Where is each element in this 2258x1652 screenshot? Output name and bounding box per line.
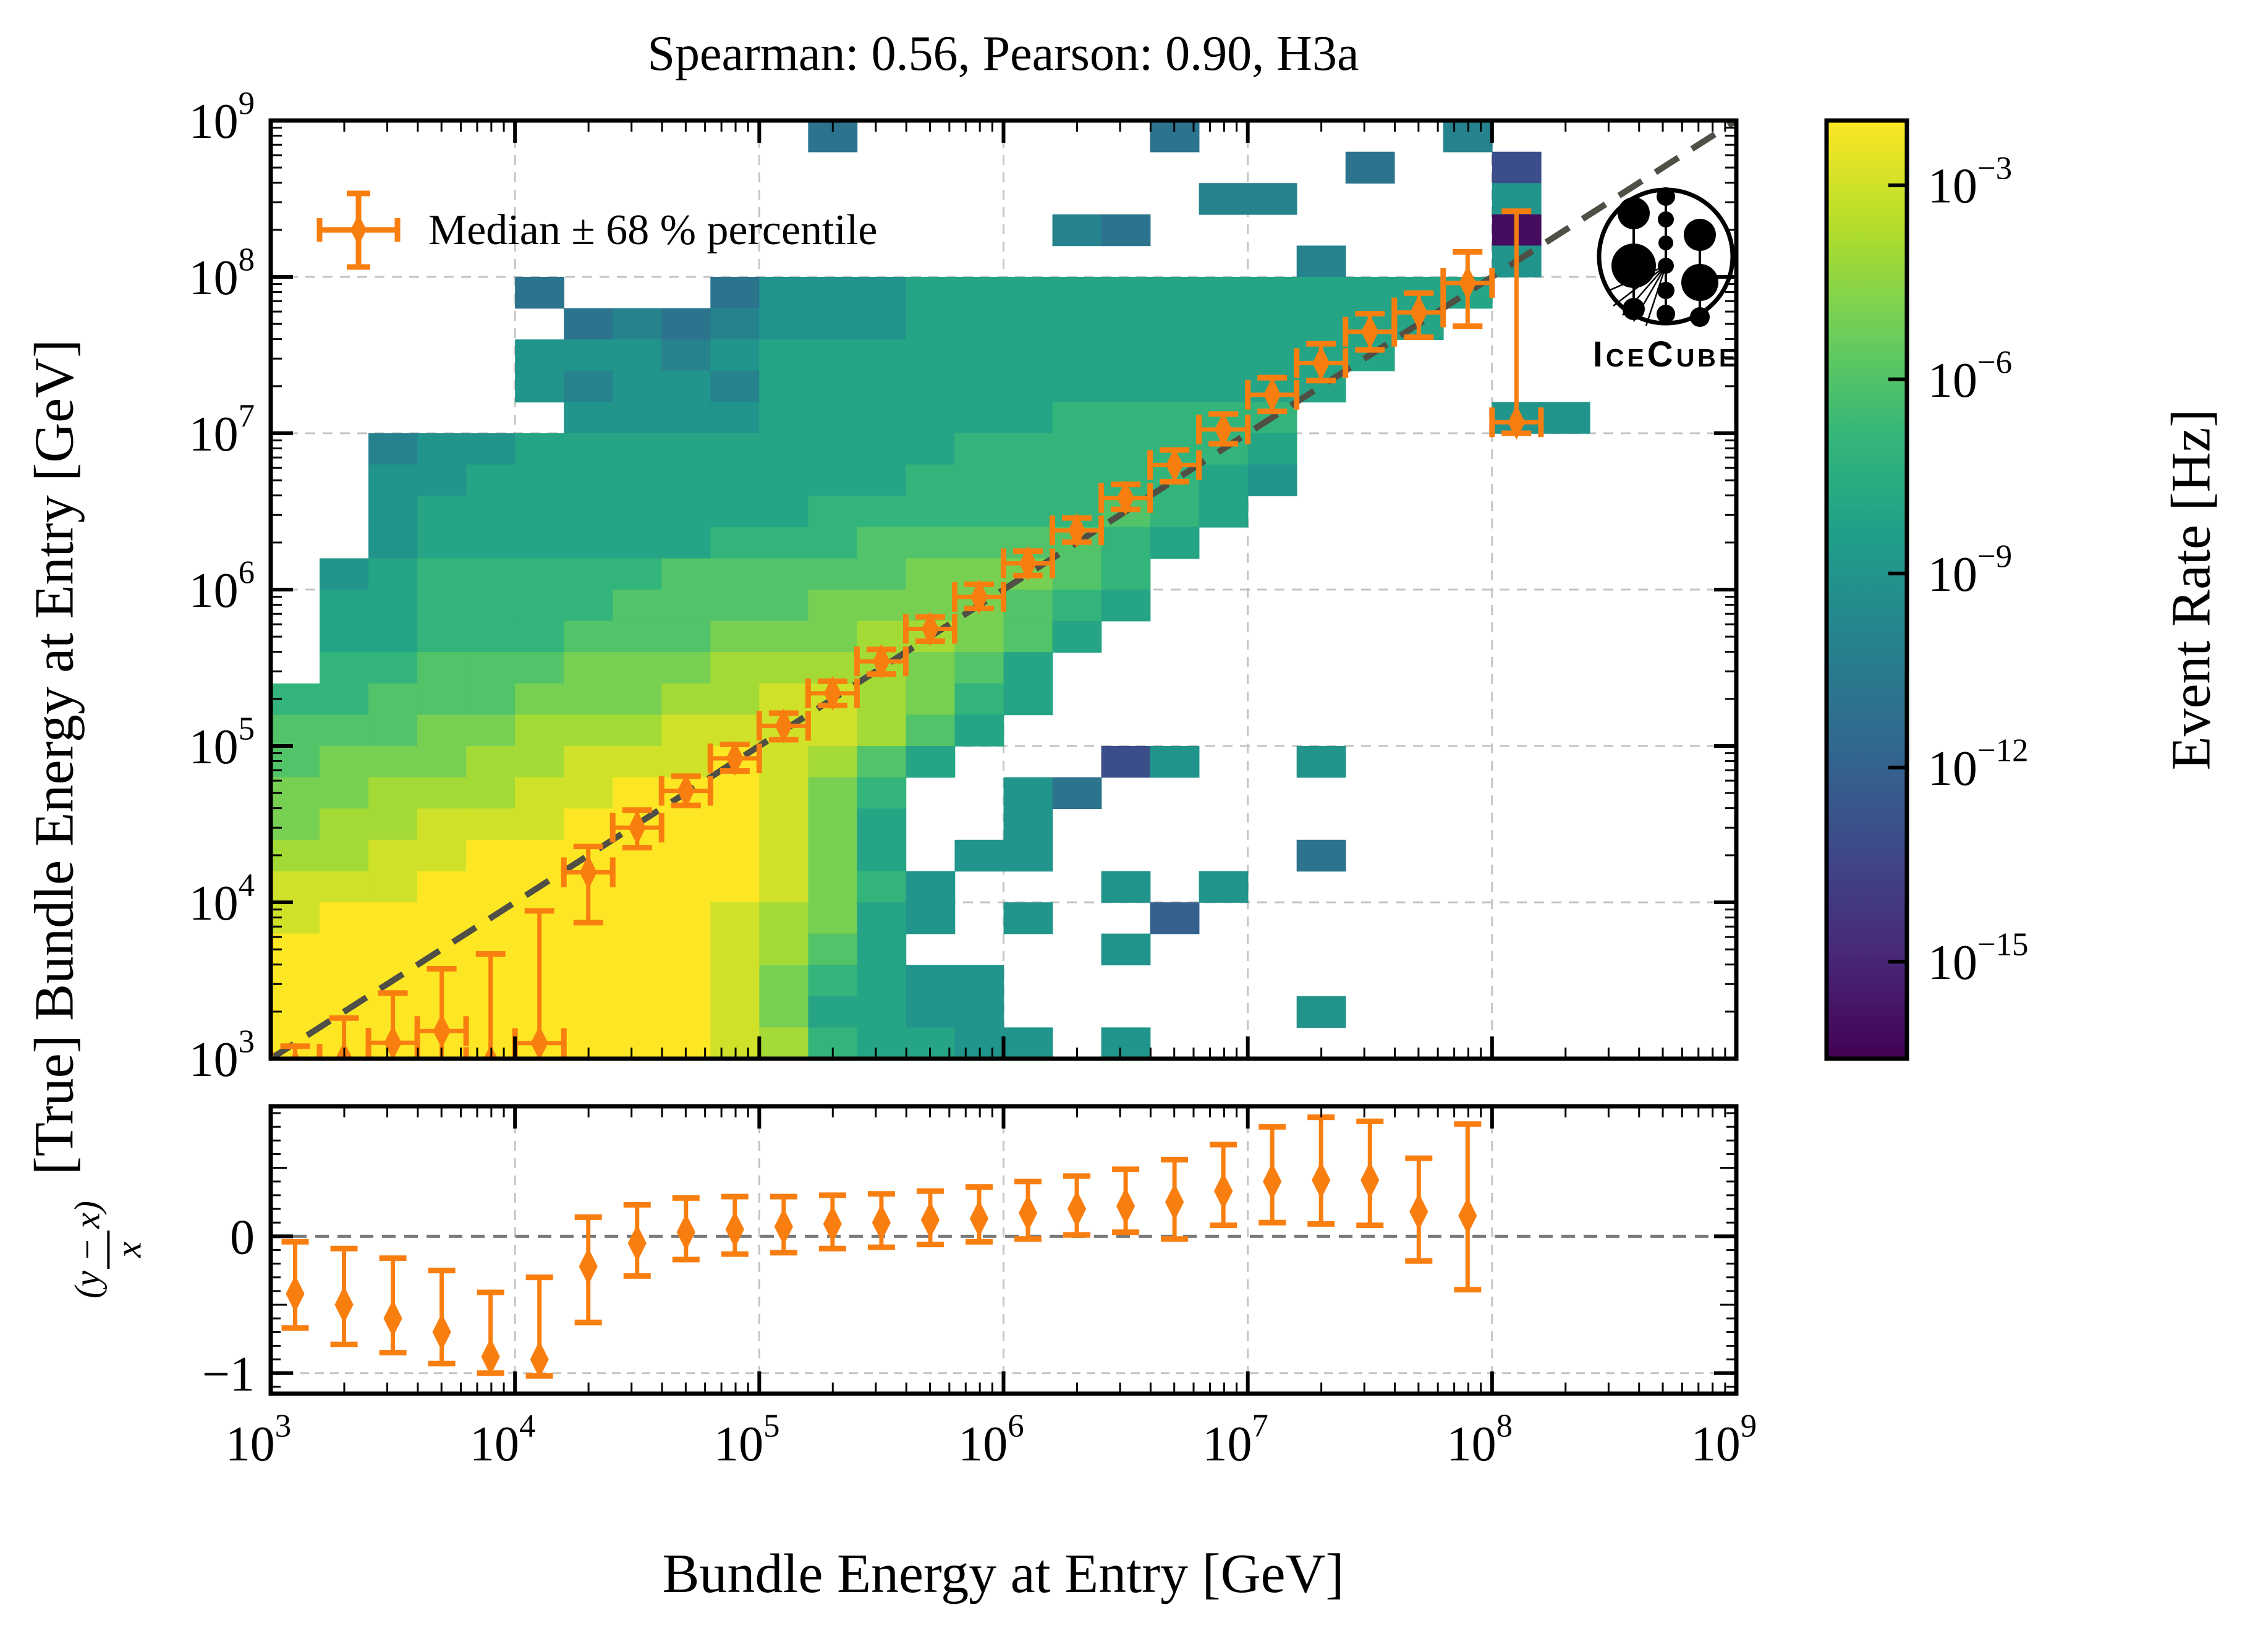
svg-text:108: 108 (1447, 1408, 1513, 1472)
legend-label: Median ± 68 % percentile (428, 206, 878, 254)
svg-text:108: 108 (189, 242, 255, 305)
svg-text:106: 106 (189, 555, 255, 618)
tick-labels: 103 104 105 106 107 108 109 103 104 105 106 107 108 1… (189, 86, 2029, 1472)
svg-text:10−12: 10−12 (1928, 732, 2029, 795)
svg-text:10−15: 10−15 (1928, 927, 2029, 990)
ratio-ylabel-denominator: x (107, 1231, 148, 1269)
ratio-ylabel-numerator: (y − x) (67, 1200, 108, 1299)
svg-text:104: 104 (189, 868, 255, 931)
svg-text:107: 107 (189, 399, 255, 462)
chart-title: Spearman: 0.56, Pearson: 0.90, H3a (647, 27, 1359, 81)
svg-text:105: 105 (189, 711, 255, 774)
ratio-ylabel: (y − x) x (67, 1200, 148, 1299)
svg-text:10−3: 10−3 (1928, 150, 2012, 213)
y-axis-label: [True] Bundle Energy at Entry [GeV] (23, 339, 85, 1175)
svg-text:107: 107 (1202, 1408, 1268, 1472)
svg-text:0: 0 (230, 1210, 255, 1264)
ratio-points (281, 1114, 1482, 1379)
ratio-panel-frame (268, 1104, 1739, 1396)
icecube-logo: IceCube (1593, 187, 1739, 375)
svg-text:109: 109 (1691, 1408, 1757, 1472)
svg-text:103: 103 (226, 1408, 291, 1472)
svg-text:−1: −1 (202, 1347, 255, 1402)
svg-text:10−6: 10−6 (1928, 344, 2012, 407)
svg-text:104: 104 (470, 1408, 535, 1472)
x-axis-label: Bundle Energy at Entry [GeV] (662, 1543, 1344, 1604)
colorbar (1824, 118, 1909, 1061)
legend: Median ± 68 % percentile (312, 188, 878, 272)
svg-text:IceCube: IceCube (1593, 334, 1739, 375)
main-panel-frame (268, 118, 1739, 1061)
svg-text:109: 109 (189, 86, 255, 149)
svg-text:105: 105 (714, 1408, 779, 1472)
svg-text:10−9: 10−9 (1928, 538, 2012, 601)
errorbar-marker-icon (316, 190, 401, 270)
median-errorbars (271, 208, 1544, 1059)
svg-text:106: 106 (958, 1408, 1024, 1472)
colorbar-label: Event Rate [Hz] (2160, 409, 2222, 771)
svg-text:103: 103 (189, 1024, 255, 1087)
